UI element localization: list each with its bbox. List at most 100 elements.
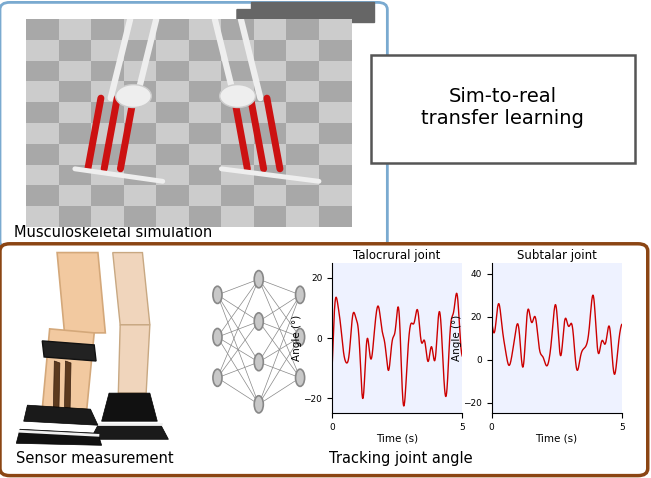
- Bar: [124, 185, 156, 206]
- Bar: [91, 144, 124, 164]
- Bar: [59, 123, 91, 144]
- Bar: [91, 61, 124, 82]
- Bar: [59, 19, 91, 40]
- Bar: [59, 144, 91, 164]
- Bar: [124, 164, 156, 185]
- Bar: [221, 164, 254, 185]
- FancyBboxPatch shape: [0, 2, 387, 249]
- Bar: [221, 19, 254, 40]
- Bar: [124, 40, 156, 61]
- Circle shape: [296, 286, 305, 304]
- Title: Talocrural joint: Talocrural joint: [353, 249, 441, 262]
- Bar: [91, 40, 124, 61]
- Polygon shape: [90, 425, 169, 439]
- Bar: [59, 61, 91, 82]
- Bar: [221, 61, 254, 82]
- Bar: [286, 164, 319, 185]
- Bar: [221, 102, 254, 123]
- Bar: [254, 164, 286, 185]
- Bar: [319, 19, 352, 40]
- Circle shape: [213, 328, 222, 346]
- Bar: [221, 206, 254, 227]
- Bar: [319, 61, 352, 82]
- Bar: [91, 206, 124, 227]
- Bar: [59, 206, 91, 227]
- Circle shape: [213, 286, 222, 304]
- Bar: [59, 185, 91, 206]
- Bar: [286, 40, 319, 61]
- Bar: [26, 164, 59, 185]
- Bar: [124, 144, 156, 164]
- Bar: [319, 123, 352, 144]
- Bar: [91, 123, 124, 144]
- Polygon shape: [23, 405, 98, 425]
- Text: Tracking joint angle: Tracking joint angle: [329, 451, 473, 466]
- Bar: [189, 102, 221, 123]
- Circle shape: [255, 354, 263, 371]
- Bar: [59, 102, 91, 123]
- Bar: [286, 81, 319, 102]
- Bar: [221, 40, 254, 61]
- FancyBboxPatch shape: [0, 244, 648, 476]
- Text: Sensor measurement: Sensor measurement: [16, 451, 174, 466]
- Bar: [254, 40, 286, 61]
- Circle shape: [219, 85, 255, 108]
- Bar: [286, 102, 319, 123]
- Bar: [286, 123, 319, 144]
- Bar: [124, 102, 156, 123]
- Bar: [156, 81, 189, 102]
- Bar: [26, 144, 59, 164]
- Circle shape: [255, 271, 263, 288]
- Bar: [124, 123, 156, 144]
- Bar: [26, 81, 59, 102]
- Bar: [254, 206, 286, 227]
- Bar: [124, 81, 156, 102]
- Bar: [221, 123, 254, 144]
- Bar: [91, 185, 124, 206]
- Polygon shape: [53, 361, 60, 409]
- X-axis label: Time (s): Time (s): [536, 434, 577, 444]
- Bar: [124, 206, 156, 227]
- Polygon shape: [16, 429, 102, 445]
- Bar: [286, 206, 319, 227]
- Bar: [286, 185, 319, 206]
- Bar: [26, 123, 59, 144]
- Bar: [156, 206, 189, 227]
- Bar: [189, 164, 221, 185]
- Bar: [189, 123, 221, 144]
- Bar: [59, 40, 91, 61]
- Bar: [254, 144, 286, 164]
- FancyBboxPatch shape: [371, 55, 635, 163]
- Bar: [91, 164, 124, 185]
- Bar: [254, 61, 286, 82]
- Bar: [91, 102, 124, 123]
- Bar: [319, 206, 352, 227]
- Bar: [26, 40, 59, 61]
- Bar: [189, 185, 221, 206]
- Text: Musculoskeletal simulation: Musculoskeletal simulation: [14, 225, 213, 240]
- Circle shape: [296, 369, 305, 386]
- Bar: [26, 185, 59, 206]
- Text: Sim-to-real
transfer learning: Sim-to-real transfer learning: [421, 87, 584, 128]
- Bar: [156, 123, 189, 144]
- Bar: [221, 81, 254, 102]
- Bar: [189, 61, 221, 82]
- Polygon shape: [57, 252, 105, 333]
- Polygon shape: [118, 325, 150, 393]
- Bar: [286, 144, 319, 164]
- Circle shape: [296, 328, 305, 346]
- Bar: [26, 102, 59, 123]
- Bar: [254, 81, 286, 102]
- Bar: [189, 40, 221, 61]
- Bar: [26, 19, 59, 40]
- Bar: [156, 40, 189, 61]
- Bar: [254, 123, 286, 144]
- Bar: [124, 61, 156, 82]
- Bar: [59, 164, 91, 185]
- X-axis label: Time (s): Time (s): [376, 434, 418, 444]
- Bar: [319, 144, 352, 164]
- Circle shape: [213, 369, 222, 386]
- Bar: [124, 19, 156, 40]
- Bar: [221, 144, 254, 164]
- Bar: [189, 144, 221, 164]
